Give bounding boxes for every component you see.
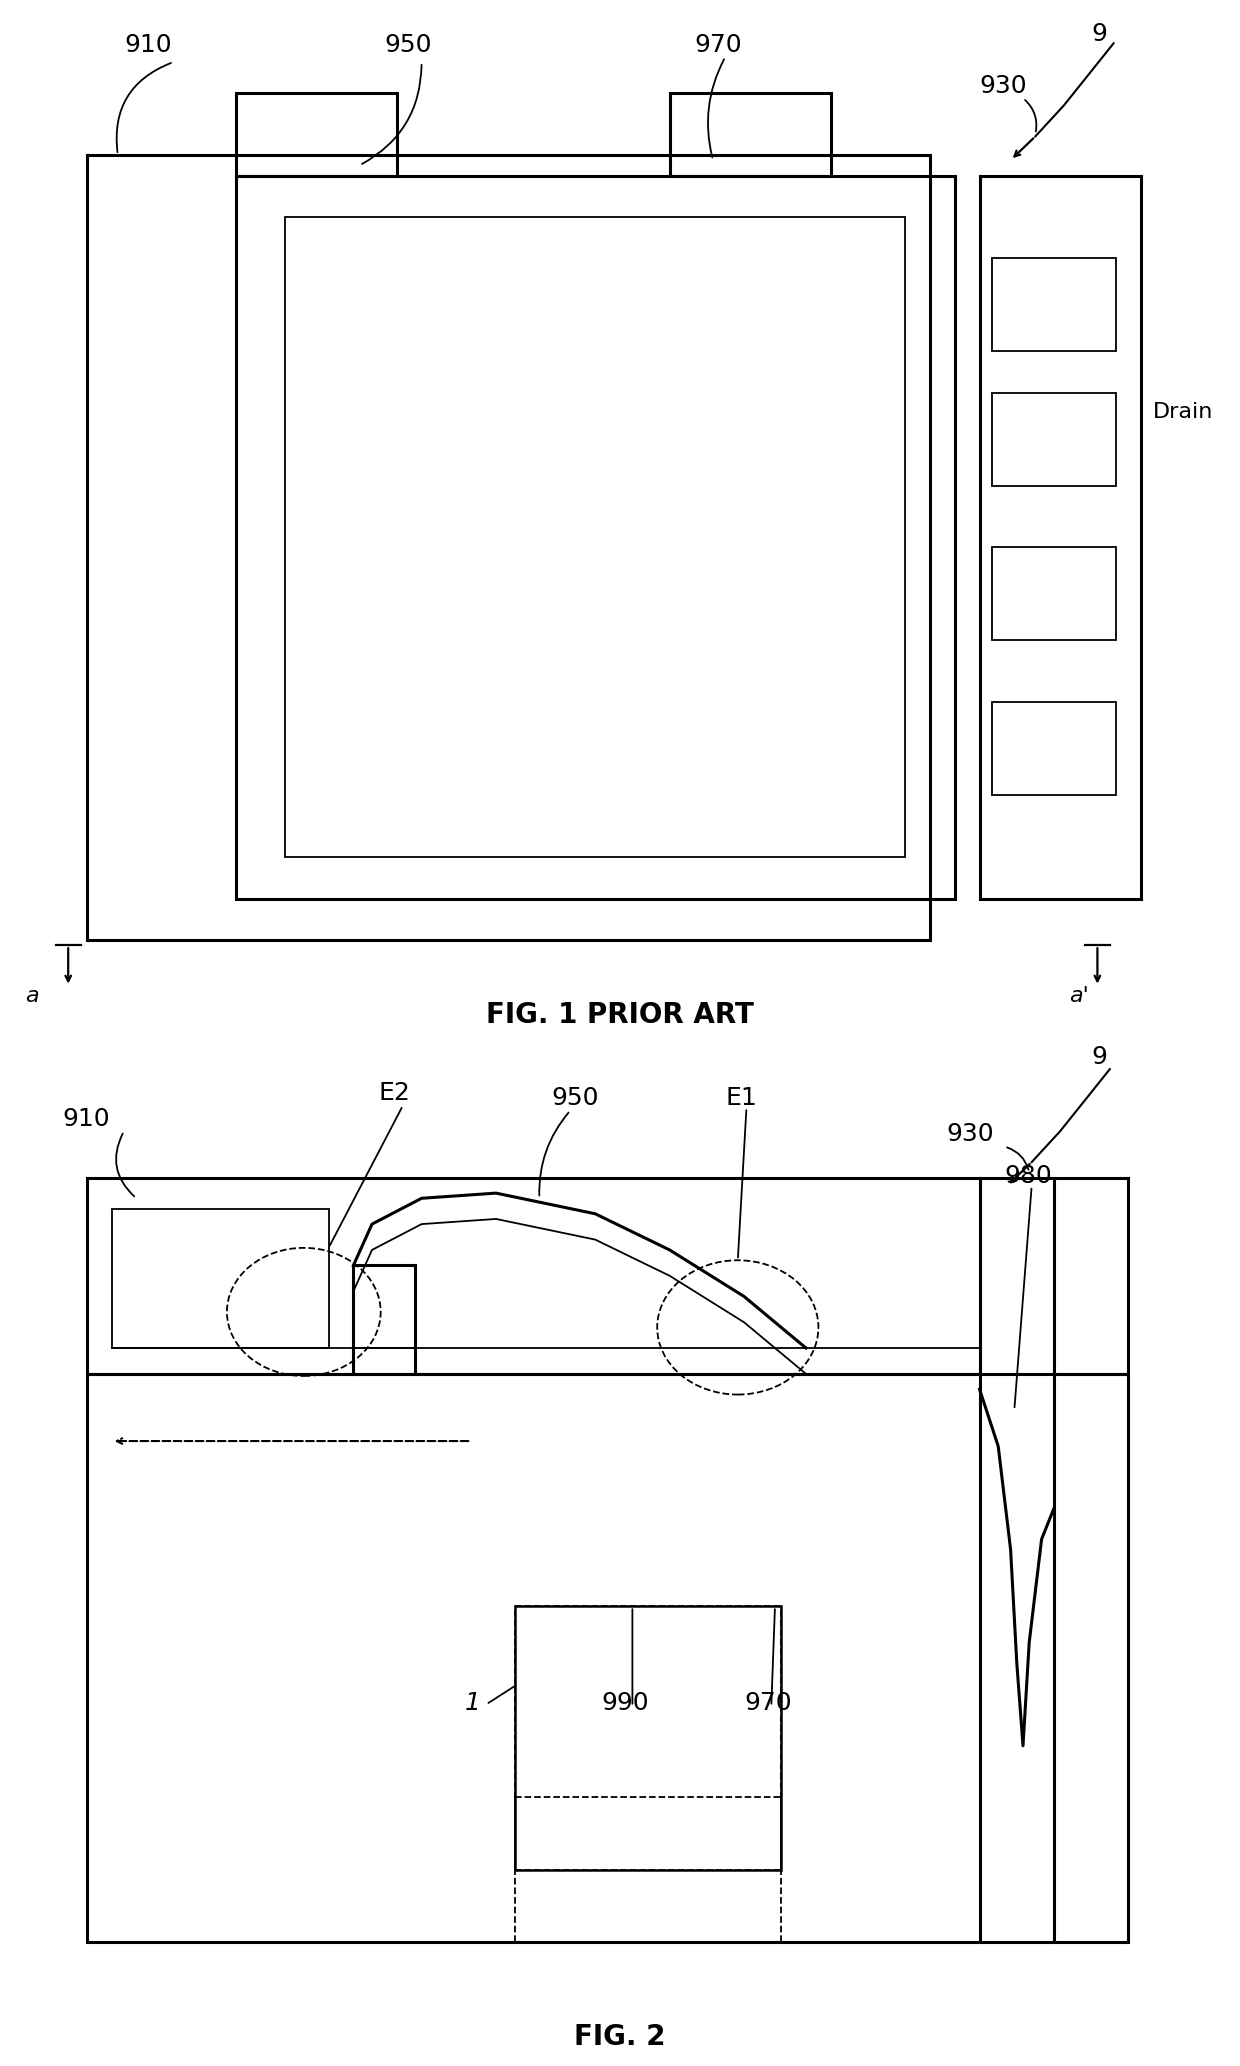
Bar <box>992 393 1116 486</box>
Text: 980: 980 <box>1004 1163 1053 1188</box>
Bar <box>87 155 930 940</box>
Bar <box>992 258 1116 351</box>
Text: 990: 990 <box>601 1690 649 1715</box>
Text: 930: 930 <box>946 1122 993 1147</box>
Text: 950: 950 <box>552 1087 599 1109</box>
Text: 970: 970 <box>694 33 742 56</box>
Text: 9: 9 <box>1091 23 1107 45</box>
Text: a: a <box>25 985 38 1006</box>
Bar <box>236 176 955 899</box>
Text: Drain: Drain <box>1153 403 1214 421</box>
Bar <box>515 1607 781 1870</box>
Bar <box>87 1374 1128 1942</box>
Text: 1: 1 <box>465 1690 481 1715</box>
Text: 950: 950 <box>384 33 432 56</box>
Text: E1: E1 <box>725 1087 758 1109</box>
Text: FIG. 2: FIG. 2 <box>574 2023 666 2052</box>
Bar <box>353 1264 415 1349</box>
Bar <box>87 1178 980 1374</box>
Bar <box>992 547 1116 640</box>
Bar <box>992 702 1116 795</box>
Text: FIG. 1 PRIOR ART: FIG. 1 PRIOR ART <box>486 1000 754 1029</box>
Bar <box>236 93 397 176</box>
Text: 9: 9 <box>1091 1045 1107 1068</box>
Bar <box>285 217 905 857</box>
Text: 930: 930 <box>980 74 1027 97</box>
Text: 910: 910 <box>124 33 171 56</box>
Text: 970: 970 <box>744 1690 791 1715</box>
Text: E2: E2 <box>378 1081 410 1105</box>
Text: 910: 910 <box>62 1107 109 1130</box>
Bar <box>670 93 831 176</box>
Bar <box>112 1209 329 1349</box>
Text: a': a' <box>1069 985 1089 1006</box>
